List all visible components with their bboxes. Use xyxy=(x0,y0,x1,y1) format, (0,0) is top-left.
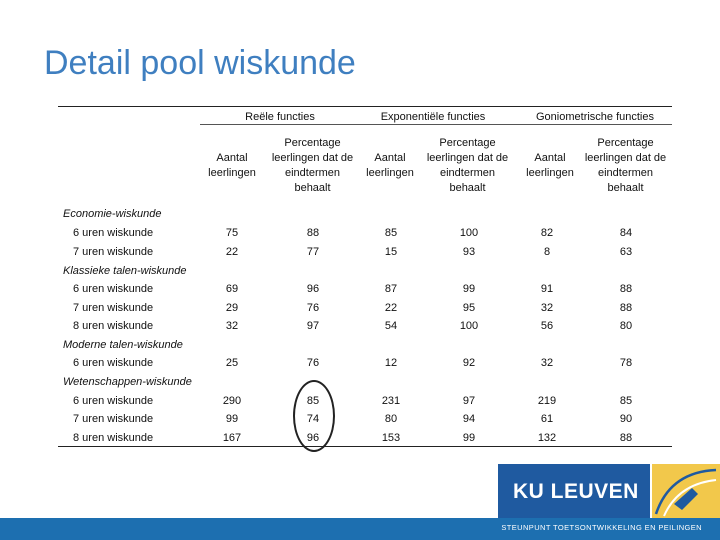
table-cell: 87 xyxy=(384,283,398,295)
table-cell: 88 xyxy=(619,283,633,295)
table-cell: 85 xyxy=(619,395,633,407)
footer-bar xyxy=(0,518,720,540)
table-cell: 82 xyxy=(540,227,554,239)
group-header-exponentiele: Exponentiële functies xyxy=(380,111,486,123)
table-cell: 15 xyxy=(384,246,398,258)
group-header-reele: Reële functies xyxy=(245,111,315,123)
table-cell: 29 xyxy=(225,302,239,314)
table-cell: 100 xyxy=(459,227,479,239)
table-bottom-rule xyxy=(58,446,672,447)
col-header-aantal-2: Aantal leerlingen xyxy=(366,152,414,179)
table-cell: 69 xyxy=(225,283,239,295)
table-cell: 99 xyxy=(225,413,239,425)
table-cell: 85 xyxy=(384,227,398,239)
table-cell: 94 xyxy=(462,413,476,425)
table-cell: 76 xyxy=(306,302,320,314)
table-cell: 76 xyxy=(306,357,320,369)
row-label: 6 uren wiskunde xyxy=(73,283,154,295)
section-label: Klassieke talen-wiskunde xyxy=(63,265,187,277)
table-cell: 22 xyxy=(384,302,398,314)
col-header-aantal-1: Aantal leerlingen xyxy=(208,152,256,179)
row-label: 7 uren wiskunde xyxy=(73,302,154,314)
logo-box xyxy=(498,464,650,518)
table-cell: 77 xyxy=(306,246,320,258)
row-label: 6 uren wiskunde xyxy=(73,357,154,369)
table-cell: 97 xyxy=(306,320,320,332)
table-cell: 63 xyxy=(619,246,633,258)
table-cell: 95 xyxy=(462,302,476,314)
table-cell: 12 xyxy=(384,357,398,369)
table-cell: 54 xyxy=(384,320,398,332)
row-label: 6 uren wiskunde xyxy=(73,395,154,407)
table-cell: 56 xyxy=(540,320,554,332)
table-cell: 99 xyxy=(462,432,476,444)
table-cell: 219 xyxy=(537,395,557,407)
table-cell: 90 xyxy=(619,413,633,425)
table-cell: 78 xyxy=(619,357,633,369)
ku-leuven-logo: KU LEUVEN xyxy=(513,480,639,503)
row-label: 8 uren wiskunde xyxy=(73,320,154,332)
row-label: 6 uren wiskunde xyxy=(73,227,154,239)
col-header-percentage-3: Percentage leerlingen dat de eindtermen … xyxy=(584,137,667,194)
table-cell: 100 xyxy=(459,320,479,332)
table-cell: 93 xyxy=(462,246,476,258)
col-header-aantal-3: Aantal leerlingen xyxy=(526,152,574,179)
table-cell: 92 xyxy=(462,357,476,369)
ku-leuven-emblem-icon xyxy=(652,464,720,518)
table-cell: 22 xyxy=(225,246,239,258)
table-cell: 132 xyxy=(537,432,557,444)
table-cell: 153 xyxy=(381,432,401,444)
table-cell: 231 xyxy=(381,395,401,407)
col-header-percentage-1: Percentage leerlingen dat de eindtermen … xyxy=(271,137,354,194)
table-cell: 32 xyxy=(540,357,554,369)
row-label: 7 uren wiskunde xyxy=(73,246,154,258)
col-header-percentage-2: Percentage leerlingen dat de eindtermen … xyxy=(426,137,509,194)
table-top-rule xyxy=(58,106,672,107)
section-label: Wetenschappen-wiskunde xyxy=(63,376,192,388)
table-cell: 167 xyxy=(222,432,242,444)
table-cell: 88 xyxy=(306,227,320,239)
section-label: Economie-wiskunde xyxy=(63,208,162,220)
table-cell: 99 xyxy=(462,283,476,295)
highlight-ellipse xyxy=(293,380,335,452)
table-cell: 32 xyxy=(540,302,554,314)
table-cell: 84 xyxy=(619,227,633,239)
table-cell: 96 xyxy=(306,283,320,295)
table-cell: 290 xyxy=(222,395,242,407)
table-cell: 61 xyxy=(540,413,554,425)
row-label: 7 uren wiskunde xyxy=(73,413,154,425)
group-header-goniometrische: Goniometrische functies xyxy=(536,111,654,123)
table-cell: 32 xyxy=(225,320,239,332)
table-cell: 88 xyxy=(619,302,633,314)
footer-text: STEUNPUNT TOETSONTWIKKELING EN PEILINGEN xyxy=(501,523,702,532)
table-cell: 80 xyxy=(384,413,398,425)
table-cell: 25 xyxy=(225,357,239,369)
table-cell: 75 xyxy=(225,227,239,239)
table-cell: 8 xyxy=(543,246,551,258)
table-cell: 91 xyxy=(540,283,554,295)
section-label: Moderne talen-wiskunde xyxy=(63,339,183,351)
row-label: 8 uren wiskunde xyxy=(73,432,154,444)
table-cell: 97 xyxy=(462,395,476,407)
page-title: Detail pool wiskunde xyxy=(44,44,356,82)
table-cell: 80 xyxy=(619,320,633,332)
table-group-rule xyxy=(200,124,672,125)
table-cell: 88 xyxy=(619,432,633,444)
